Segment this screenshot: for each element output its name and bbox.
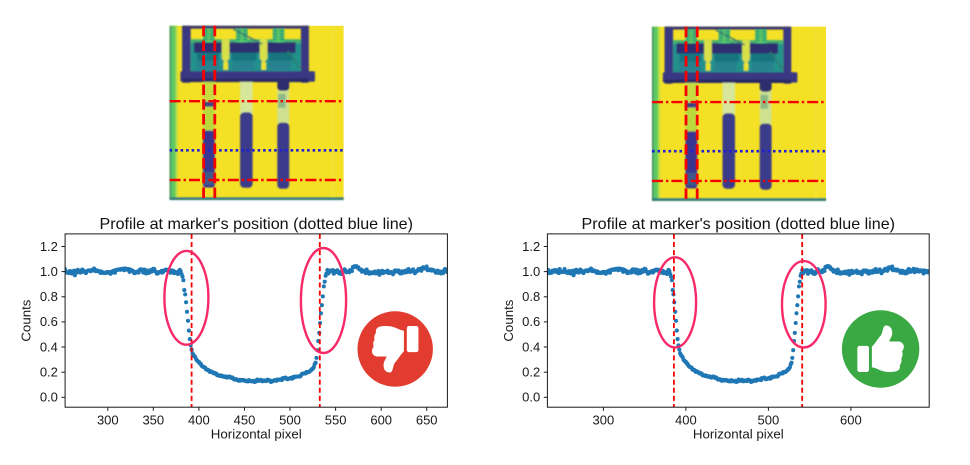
svg-text:0.0: 0.0	[522, 390, 540, 405]
svg-text:Profile at marker's position (: Profile at marker's position (dotted blu…	[582, 215, 895, 233]
svg-text:500: 500	[279, 412, 301, 427]
svg-text:Horizontal pixel: Horizontal pixel	[693, 427, 784, 442]
svg-text:600: 600	[370, 412, 392, 427]
svg-text:0.8: 0.8	[522, 289, 540, 304]
svg-text:0.2: 0.2	[522, 365, 540, 380]
svg-text:350: 350	[142, 412, 164, 427]
svg-text:0.0: 0.0	[40, 390, 58, 405]
svg-text:0.4: 0.4	[40, 339, 58, 354]
svg-text:400: 400	[675, 412, 697, 427]
svg-text:650: 650	[416, 412, 438, 427]
svg-text:0.8: 0.8	[40, 289, 58, 304]
svg-text:1.2: 1.2	[40, 239, 58, 254]
svg-text:300: 300	[97, 412, 119, 427]
svg-text:300: 300	[593, 412, 615, 427]
svg-text:Counts: Counts	[501, 299, 516, 341]
svg-text:400: 400	[188, 412, 210, 427]
svg-text:Profile at marker's position (: Profile at marker's position (dotted blu…	[100, 215, 413, 233]
svg-text:1.2: 1.2	[522, 239, 540, 254]
svg-text:1.0: 1.0	[522, 264, 540, 279]
svg-text:1.0: 1.0	[40, 264, 58, 279]
svg-text:0.6: 0.6	[522, 314, 540, 329]
svg-text:450: 450	[234, 412, 256, 427]
svg-text:600: 600	[840, 412, 862, 427]
svg-text:500: 500	[758, 412, 780, 427]
svg-text:550: 550	[325, 412, 347, 427]
svg-text:0.6: 0.6	[40, 314, 58, 329]
svg-text:Counts: Counts	[19, 299, 34, 341]
svg-text:Horizontal pixel: Horizontal pixel	[211, 427, 302, 442]
svg-text:0.4: 0.4	[522, 339, 540, 354]
svg-text:0.2: 0.2	[40, 365, 58, 380]
